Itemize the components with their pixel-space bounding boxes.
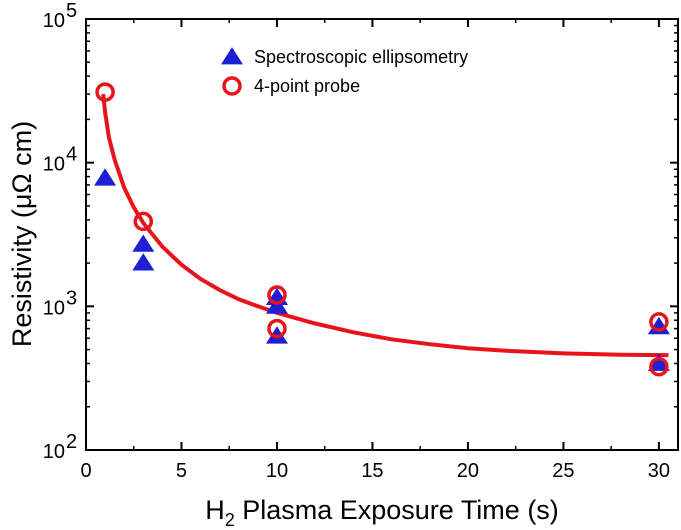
data-point-circle xyxy=(267,285,287,305)
data-point-triangle xyxy=(647,316,670,335)
x-tick-label: 30 xyxy=(648,460,670,482)
plot-frame xyxy=(85,18,679,451)
data-point-triangle xyxy=(132,253,155,271)
data-point-circle xyxy=(649,356,669,377)
data-point-circle xyxy=(649,312,669,332)
axis-titles: H2 Plasma Exposure Time (s) Resistivity (… xyxy=(7,121,559,530)
legend-marker-circle xyxy=(222,76,242,96)
x-tick-label: 20 xyxy=(457,460,479,482)
y-tick-exponent: 3 xyxy=(66,287,77,309)
y-tick-label: 10 xyxy=(43,154,65,176)
x-axis-title: H2 Plasma Exposure Time (s) xyxy=(205,495,559,530)
y-axis-title: Resistivity (μΩ cm) xyxy=(7,121,37,347)
data-point-triangle xyxy=(647,353,670,371)
y-tick-exponent: 5 xyxy=(66,0,77,22)
y-tick-label: 10 xyxy=(43,441,65,463)
data-point-circle xyxy=(267,318,287,339)
legend: Spectroscopic ellipsometry 4-point probe xyxy=(221,47,468,96)
fit-curve xyxy=(101,93,669,358)
x-tick-label: 25 xyxy=(552,460,574,482)
data-point-circle xyxy=(95,82,115,102)
data-point-triangle xyxy=(265,296,288,314)
legend-marker-triangle xyxy=(221,47,243,65)
y-tick-label: 10 xyxy=(43,297,65,319)
data-point-circle xyxy=(133,211,154,232)
fit-curve-group xyxy=(101,93,669,358)
x-tick-label: 5 xyxy=(176,460,187,482)
y-tick-exponent: 2 xyxy=(66,431,77,453)
data-point-triangle xyxy=(132,234,155,252)
x-tick-label: 15 xyxy=(361,460,383,482)
x-tick-label: 10 xyxy=(266,460,288,482)
legend-label: Spectroscopic ellipsometry xyxy=(254,47,468,67)
points-group xyxy=(94,82,670,377)
x-tick-label: 0 xyxy=(80,460,91,482)
legend-label: 4-point probe xyxy=(254,76,360,96)
data-point-triangle xyxy=(94,168,117,186)
y-tick-exponent: 4 xyxy=(66,144,77,166)
y-tick-label: 10 xyxy=(43,10,65,32)
